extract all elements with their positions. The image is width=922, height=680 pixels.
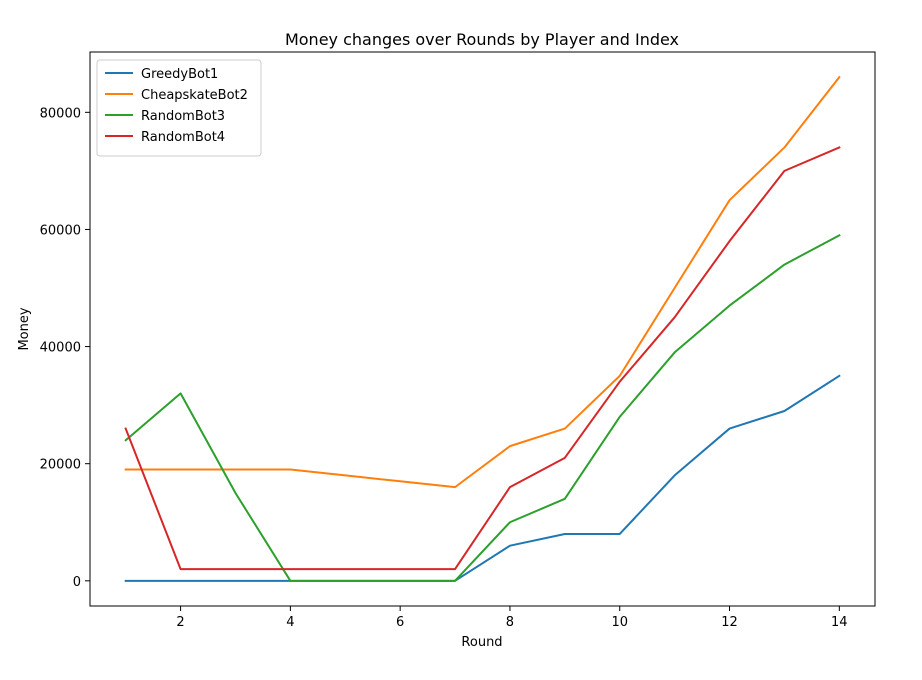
- x-tick-label: 8: [506, 615, 514, 630]
- x-axis-label: Round: [461, 635, 502, 650]
- y-axis: 0 20000 40000 60000 80000: [40, 106, 90, 590]
- y-tick-label: 80000: [40, 106, 81, 121]
- series-line-3: [124, 233, 841, 582]
- legend-box: [96, 59, 262, 157]
- plot-lines: [124, 75, 841, 582]
- y-tick-label: 40000: [40, 341, 81, 356]
- legend-label: GreedyBot1: [141, 67, 218, 82]
- y-tick-label: 60000: [40, 223, 81, 238]
- y-axis-label: Money: [17, 307, 32, 350]
- series-line-4: [124, 146, 841, 571]
- chart-title: Money changes over Rounds by Player and …: [285, 30, 679, 49]
- y-tick-label: 0: [73, 575, 81, 590]
- series-line-1: [124, 374, 841, 582]
- legend-label: RandomBot3: [141, 109, 225, 124]
- legend-label: RandomBot4: [141, 130, 225, 145]
- x-tick-label: 10: [611, 615, 628, 630]
- legend-label: CheapskateBot2: [141, 88, 248, 103]
- x-axis: 2 4 6 8 10 12 14: [176, 606, 848, 630]
- series-line-2: [124, 75, 841, 489]
- x-tick-label: 2: [176, 615, 184, 630]
- legend: GreedyBot1 CheapskateBot2 RandomBot3 Random…: [96, 59, 262, 157]
- x-tick-label: 14: [831, 615, 848, 630]
- x-tick-label: 4: [286, 615, 294, 630]
- x-tick-label: 12: [721, 615, 738, 630]
- x-tick-label: 6: [396, 615, 404, 630]
- y-tick-label: 20000: [40, 458, 81, 473]
- plot-frame: [89, 51, 876, 607]
